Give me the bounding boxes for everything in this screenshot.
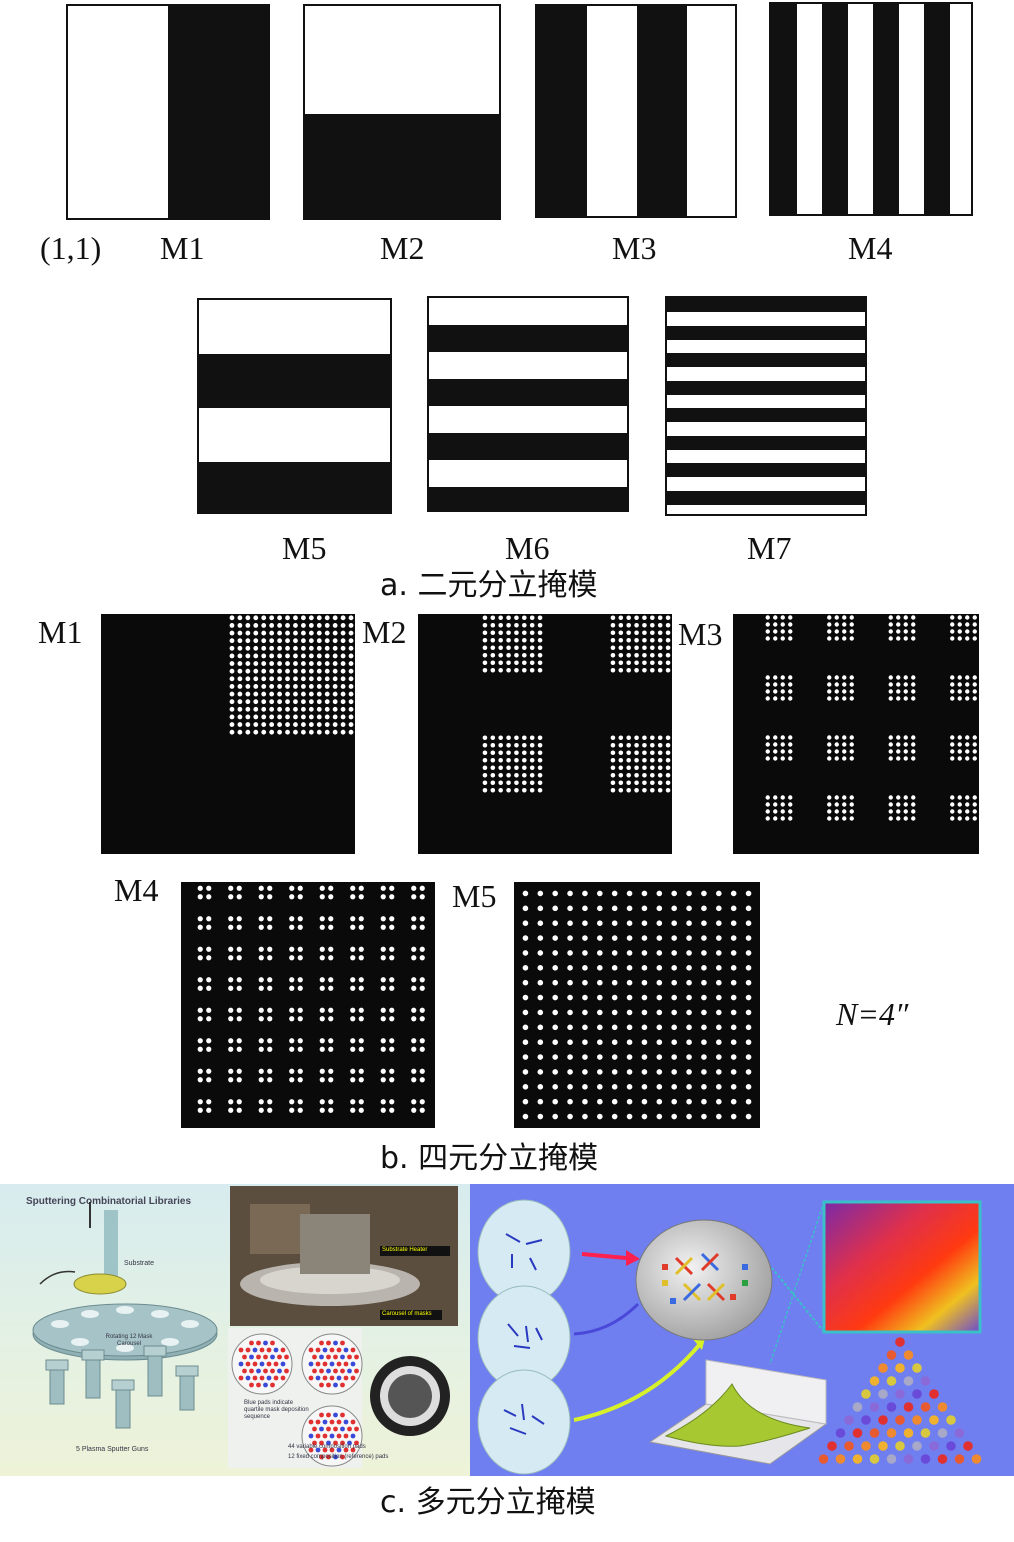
fixed-pads-note: 12 fixed composition (reference) pads: [288, 1454, 388, 1460]
heater-label: Substrate Heater: [382, 1247, 427, 1253]
sputtering-panel: Sputtering Combinatorial Libraries: [0, 1184, 470, 1476]
mask-b-m5: [514, 882, 760, 1128]
caption-c: c. 多元分立掩模: [380, 1488, 596, 1518]
caption-b: b. 四元分立掩模: [380, 1144, 598, 1174]
blue-pads-note: Blue pads indicate quartile mask deposit…: [244, 1400, 314, 1421]
variable-pads-note: 44 variable composition pads: [288, 1444, 366, 1450]
multi-element-diagram: [470, 1184, 1014, 1476]
sputtering-diagram: [0, 1184, 470, 1476]
n-note: N=4″: [836, 998, 908, 1030]
carousel-masks-label: Carousel of masks: [382, 1311, 432, 1317]
mask-b-m4: [181, 882, 435, 1128]
multi-element-graphics: [470, 1184, 1014, 1476]
mask-b-m1: [101, 614, 355, 854]
substrate-label: Substrate: [124, 1260, 154, 1267]
mask-b-m2: [418, 614, 672, 854]
guns-label: 5 Plasma Sputter Guns: [76, 1446, 148, 1453]
carousel-label: Rotating 12 Mask Carousel: [104, 1334, 154, 1348]
n-note-text: N=4″: [836, 996, 908, 1032]
mask-b-m3: [733, 614, 979, 854]
